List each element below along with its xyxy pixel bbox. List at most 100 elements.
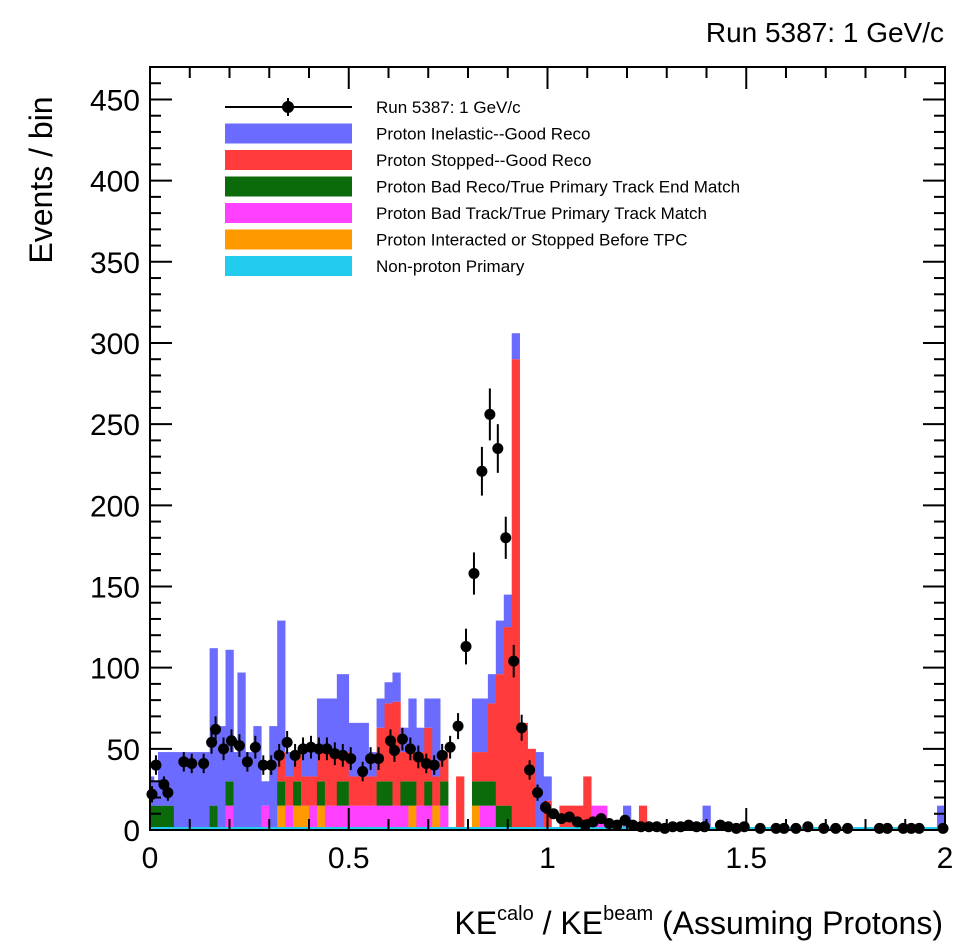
- mc-bar-magenta-55: [368, 805, 373, 830]
- data-point-10: [225, 735, 237, 747]
- mc-bar-green-19: [225, 781, 230, 806]
- mc-bar-blue-27: [257, 726, 262, 830]
- mc-bar-magenta-86: [491, 805, 497, 830]
- mc-bar-blue-13: [201, 752, 206, 830]
- mc-bar-magenta-40: [309, 805, 314, 830]
- x-axis-label-tail: (Assuming Protons): [653, 905, 943, 941]
- mc-bar-red-95: [527, 748, 532, 830]
- y-tick-label: 50: [107, 734, 140, 767]
- mc-bar-magenta-49: [344, 805, 350, 830]
- mc-bar-blue-9: [185, 752, 191, 830]
- legend-label-4: Proton Bad Track/True Primary Track Matc…: [376, 204, 707, 223]
- mc-bar-green-85: [487, 781, 493, 806]
- mc-bar-blue-58: [380, 698, 385, 728]
- mc-bar-magenta-63: [400, 805, 405, 830]
- data-point-11: [233, 740, 245, 752]
- mc-bar-green-33: [281, 781, 286, 806]
- x-axis-label-ke1: KE: [454, 905, 497, 941]
- mc-bar-blue-57: [376, 698, 381, 728]
- mc-bar-blue-38: [301, 752, 306, 777]
- mc-bar-red-94: [523, 722, 528, 830]
- mc-bar-magenta-59: [384, 805, 389, 830]
- mc-bar-red-123: [638, 805, 644, 830]
- legend-swatch-3: [225, 176, 352, 197]
- y-axis-label: Events / bin: [23, 96, 59, 263]
- mc-bar-blue-24: [245, 752, 250, 830]
- mc-bar-blue-85: [487, 674, 493, 704]
- mc-bar-blue-46: [332, 698, 338, 753]
- y-tick-label: 450: [90, 84, 140, 117]
- mc-bar-blue-65: [408, 698, 413, 753]
- mc-bar-blue-60: [388, 682, 393, 704]
- mc-bar-blue-14: [205, 752, 210, 830]
- mc-bar-blue-20: [229, 649, 234, 782]
- mc-bar-magenta-64: [404, 805, 409, 830]
- mc-bar-red-68: [420, 752, 425, 806]
- mc-bar-magenta-73: [440, 805, 445, 830]
- mc-bar-blue-66: [412, 698, 417, 753]
- mc-bar-magenta-52: [356, 805, 361, 830]
- x-axis-label-sep: / KE: [534, 905, 603, 941]
- mc-bar-red-77: [456, 776, 461, 830]
- mc-bar-red-91: [511, 359, 516, 830]
- mc-bar-blue-100: [547, 776, 552, 801]
- data-point-56: [595, 813, 607, 825]
- mc-bar-red-109: [583, 776, 588, 830]
- mc-bar-green-83: [479, 781, 485, 806]
- data-point-27: [365, 753, 377, 765]
- mc-bar-blue-30: [269, 726, 274, 830]
- mc-bar-orange-65: [408, 805, 413, 830]
- data-point-22: [321, 743, 333, 755]
- mc-bar-blue-48: [340, 674, 346, 753]
- data-point-83: [881, 822, 893, 834]
- mc-bar-green-49: [344, 781, 350, 806]
- mc-bar-green-66: [412, 781, 417, 806]
- data-point-85: [905, 822, 917, 834]
- legend-label-5: Proton Interacted or Stopped Before TPC: [376, 231, 688, 250]
- data-points: [146, 388, 949, 834]
- mc-bar-green-0: [150, 805, 155, 830]
- mc-bar-magenta-69: [424, 805, 429, 830]
- mc-bar-magenta-44: [324, 805, 330, 830]
- mc-bar-red-84: [483, 752, 489, 782]
- mc-bar-orange-38: [301, 805, 306, 830]
- y-tick-label: 350: [90, 247, 140, 280]
- mc-bar-magenta-84: [483, 805, 489, 830]
- mc-bar-blue-21: [233, 752, 238, 830]
- mc-bar-blue-88: [499, 620, 505, 675]
- mc-bar-red-82: [475, 752, 481, 782]
- mc-bar-red-108: [579, 805, 584, 830]
- x-axis-label-sup-beam: beam: [603, 903, 653, 925]
- data-point-33: [412, 751, 424, 763]
- mc-bar-blue-81: [471, 698, 477, 753]
- mc-bar-magenta-34: [285, 805, 290, 830]
- mc-bar-blue-7: [177, 752, 183, 830]
- mc-bar-orange-66: [412, 805, 417, 830]
- data-point-37: [444, 741, 456, 753]
- data-point-48: [532, 787, 544, 799]
- mc-bar-blue-44: [324, 698, 330, 753]
- mc-bar-blue-128: [941, 805, 946, 830]
- data-point-38: [452, 720, 464, 732]
- mc-bar-green-15: [209, 805, 214, 830]
- data-point-81: [842, 822, 854, 834]
- mc-bar-red-47: [336, 752, 342, 782]
- data-point-47: [524, 764, 536, 776]
- mc-bar-green-3: [161, 805, 167, 830]
- mc-bar-blue-26: [253, 726, 258, 830]
- mc-bar-red-40: [309, 776, 314, 806]
- mc-bar-magenta-45: [328, 805, 334, 830]
- data-point-25: [345, 753, 357, 765]
- mc-bar-red-93: [519, 722, 524, 830]
- mc-bar-red-38: [301, 776, 306, 806]
- mc-bar-blue-61: [392, 672, 397, 702]
- mc-bar-blue-49: [344, 674, 350, 753]
- data-point-77: [790, 822, 802, 834]
- mc-bar-green-73: [440, 781, 445, 806]
- mc-bar-red-110: [587, 776, 592, 830]
- mc-bar-blue-6: [173, 752, 179, 830]
- mc-bar-blue-72: [436, 698, 441, 777]
- mc-bar-blue-126: [706, 805, 711, 830]
- legend-swatch-2: [225, 150, 352, 170]
- mc-bar-orange-82: [475, 805, 481, 830]
